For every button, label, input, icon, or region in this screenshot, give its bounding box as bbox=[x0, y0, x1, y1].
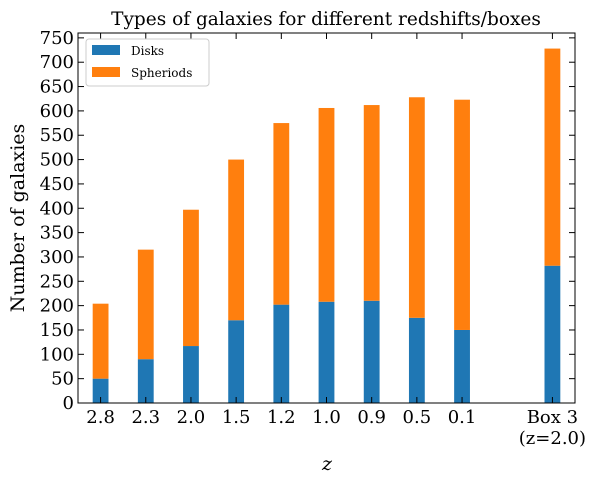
y-ticks-group: 0 50 100 150 200 250 300 350 400 450 500 550 600 650 7… bbox=[40, 28, 575, 414]
chart-title: Types of galaxies for different redshift… bbox=[111, 9, 541, 30]
y-tick-label-10: 500 bbox=[40, 150, 74, 171]
y-tick-label-3: 150 bbox=[40, 320, 74, 341]
x-axis-label: z bbox=[321, 453, 333, 475]
bar-disks-7 bbox=[408, 317, 425, 403]
bar-spheriods-7 bbox=[408, 97, 425, 318]
y-tick-label-14: 700 bbox=[40, 52, 74, 73]
legend-label-0: Disks bbox=[131, 44, 164, 58]
bar-spheriods-1 bbox=[137, 249, 154, 360]
bar-spheriods-3 bbox=[228, 159, 245, 321]
legend-swatch-0 bbox=[92, 45, 120, 55]
x-tick-label-6-0: 0.9 bbox=[357, 407, 386, 428]
y-tick-label-0: 0 bbox=[63, 393, 74, 414]
y-tick-label-8: 400 bbox=[40, 198, 74, 219]
bar-spheriods-2 bbox=[183, 209, 199, 347]
bar-disks-4 bbox=[273, 304, 290, 403]
legend: Disks Spheriods bbox=[85, 38, 210, 87]
bars-group bbox=[92, 48, 561, 403]
bar-spheriods-0 bbox=[92, 303, 109, 379]
y-tick-label-7: 350 bbox=[40, 223, 74, 244]
bar-disks-2 bbox=[183, 346, 199, 403]
x-tick-label-4-0: 1.2 bbox=[267, 407, 296, 428]
y-tick-label-15: 750 bbox=[40, 28, 74, 49]
bar-disks-6 bbox=[363, 300, 380, 403]
bar-spheriods-6 bbox=[363, 105, 380, 301]
bar-disks-9 bbox=[544, 265, 561, 403]
bar-disks-3 bbox=[228, 320, 245, 403]
y-tick-label-1: 50 bbox=[51, 369, 74, 390]
legend-swatch-1 bbox=[92, 67, 120, 77]
y-tick-label-12: 600 bbox=[40, 101, 74, 122]
plot-frame bbox=[77, 32, 576, 404]
y-tick-label-2: 100 bbox=[40, 344, 74, 365]
bar-disks-1 bbox=[137, 359, 154, 403]
bar-disks-5 bbox=[318, 301, 335, 403]
legend-label-1: Spheriods bbox=[131, 66, 192, 80]
bar-spheriods-8 bbox=[454, 99, 470, 330]
x-tick-label-3-0: 1.5 bbox=[222, 407, 251, 428]
x-tick-label-8-0: 0.1 bbox=[448, 407, 477, 428]
bar-spheriods-5 bbox=[318, 107, 335, 302]
y-tick-label-11: 550 bbox=[40, 125, 74, 146]
bar-spheriods-4 bbox=[273, 123, 290, 305]
x-tick-label-1-0: 2.3 bbox=[131, 407, 160, 428]
bar-disks-8 bbox=[454, 329, 470, 403]
x-tick-label-7-0: 0.5 bbox=[403, 407, 432, 428]
x-tick-label-9-1: (z=2.0) bbox=[519, 428, 586, 449]
bar-spheriods-9 bbox=[544, 48, 561, 266]
y-axis-label: Number of galaxies bbox=[7, 124, 29, 313]
y-tick-label-5: 250 bbox=[40, 271, 74, 292]
y-tick-label-9: 450 bbox=[40, 174, 74, 195]
y-tick-label-4: 200 bbox=[40, 296, 74, 317]
bar-disks-0 bbox=[92, 378, 109, 403]
y-tick-label-6: 300 bbox=[40, 247, 74, 268]
x-tick-label-2-0: 2.0 bbox=[177, 407, 206, 428]
x-tick-label-5-0: 1.0 bbox=[312, 407, 341, 428]
x-tick-label-9-0: Box 3 bbox=[527, 407, 578, 428]
x-tick-label-0-0: 2.8 bbox=[86, 407, 115, 428]
y-tick-label-13: 650 bbox=[40, 77, 74, 98]
x-ticks-group: 2.8 2.3 2.0 1.5 1.2 1.0 0.9 0.5 0.1 Box 3(z=2.0) bbox=[86, 33, 586, 449]
